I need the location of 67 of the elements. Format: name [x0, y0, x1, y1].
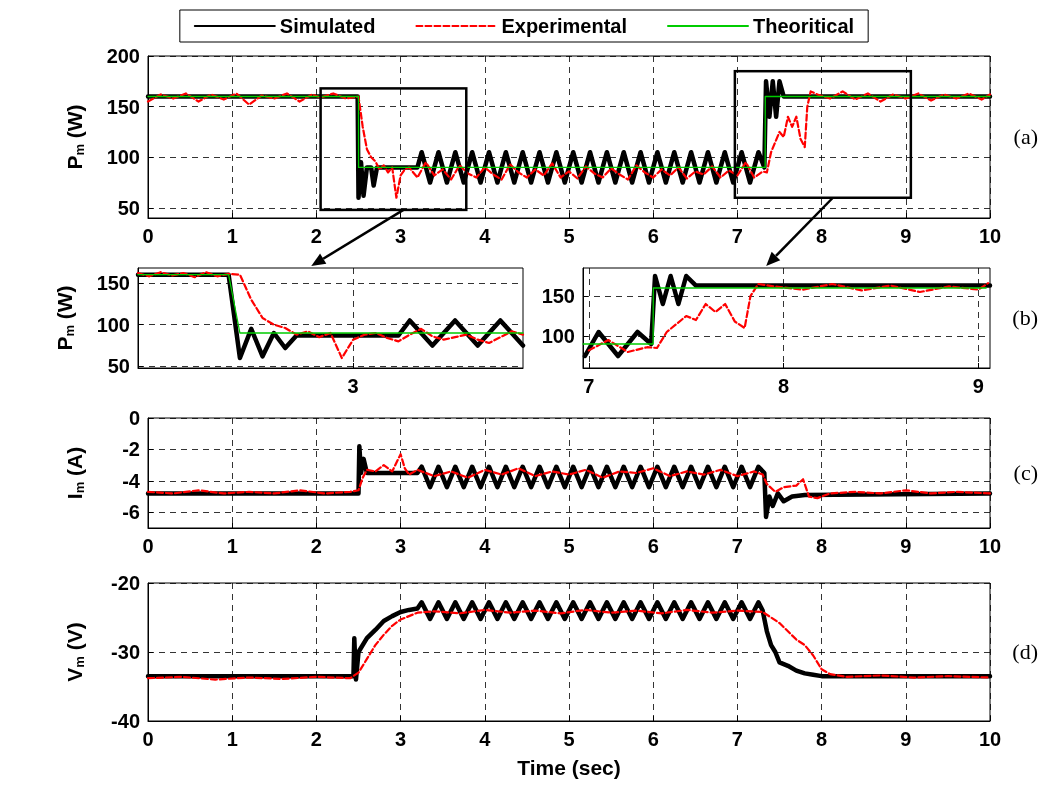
x-tick-label: 7 — [583, 375, 595, 397]
x-tick-label: 3 — [395, 728, 407, 750]
x-tick-label: 4 — [479, 728, 492, 750]
y-tick-label: -20 — [111, 572, 140, 594]
x-tick-label: 1 — [226, 535, 238, 557]
x-tick-label: 2 — [310, 225, 322, 247]
x-tick-label: 3 — [395, 225, 407, 247]
y-tick-label: -2 — [122, 438, 140, 461]
x-tick-label: 9 — [900, 535, 912, 557]
y-tick-label: 100 — [106, 146, 140, 169]
x-tick-label: 0 — [142, 225, 154, 247]
legend-label: Simulated — [279, 15, 376, 37]
x-tick-label: 3 — [347, 375, 359, 397]
y-tick-label: 100 — [541, 325, 575, 347]
x-tick-label: 1 — [226, 225, 238, 247]
x-tick-label: 2 — [310, 728, 322, 750]
x-tick-label: 10 — [978, 728, 1002, 750]
y-tick-label: 100 — [96, 313, 130, 336]
y-tick-label: -6 — [122, 501, 140, 524]
x-tick-label: 8 — [778, 375, 790, 397]
y-tick-label: 50 — [117, 196, 140, 219]
x-axis-title: Time (sec) — [517, 756, 621, 779]
text: (d) — [1012, 638, 1038, 664]
y-tick-label: 150 — [96, 272, 130, 294]
x-tick-label: 5 — [563, 728, 575, 750]
legend-label: Theoritical — [753, 15, 855, 37]
line-series — [587, 282, 990, 354]
x-tick-label: 9 — [900, 225, 912, 247]
x-tick-label: 2 — [310, 535, 322, 557]
line-series — [146, 453, 992, 500]
text: (b) — [1012, 304, 1038, 330]
x-tick-label: 10 — [978, 535, 1002, 557]
x-tick-label: 8 — [816, 535, 828, 557]
x-tick-label: 9 — [972, 375, 984, 397]
text: (c) — [1013, 459, 1038, 485]
x-tick-label: 9 — [900, 728, 912, 750]
y-tick-label: 150 — [106, 95, 140, 118]
x-tick-label: 4 — [479, 535, 492, 557]
y-tick-label: 50 — [107, 355, 130, 378]
text: (a) — [1013, 123, 1038, 149]
x-tick-label: 5 — [563, 225, 575, 247]
y-axis-title: Pm (W) — [63, 104, 87, 170]
x-tick-label: 8 — [816, 728, 828, 750]
y-tick-label: 150 — [541, 285, 575, 307]
y-tick-label: 200 — [106, 45, 140, 67]
x-tick-label: 6 — [647, 535, 659, 557]
x-tick-label: 0 — [142, 728, 154, 750]
x-tick-label: 8 — [816, 225, 828, 247]
x-tick-label: 7 — [731, 535, 743, 557]
y-axis-title: Vm (V) — [63, 622, 87, 682]
x-tick-label: 1 — [226, 728, 238, 750]
x-tick-label: 5 — [563, 535, 575, 557]
y-tick-label: 0 — [128, 407, 140, 429]
y-tick-label: -4 — [122, 469, 141, 492]
x-tick-label: 6 — [647, 728, 659, 750]
x-tick-label: 7 — [731, 225, 743, 247]
x-tick-label: 10 — [978, 225, 1002, 247]
x-tick-label: 4 — [479, 225, 492, 247]
y-tick-label: -40 — [111, 710, 140, 732]
x-tick-label: 0 — [142, 535, 154, 557]
legend-label: Experimental — [501, 15, 628, 37]
y-axis-title: Im (A) — [63, 446, 87, 500]
x-tick-label: 6 — [647, 225, 659, 247]
y-tick-label: -30 — [111, 641, 140, 663]
x-tick-label: 3 — [395, 535, 407, 557]
x-tick-label: 7 — [731, 728, 743, 750]
y-axis-title: Pm (W) — [53, 285, 77, 351]
